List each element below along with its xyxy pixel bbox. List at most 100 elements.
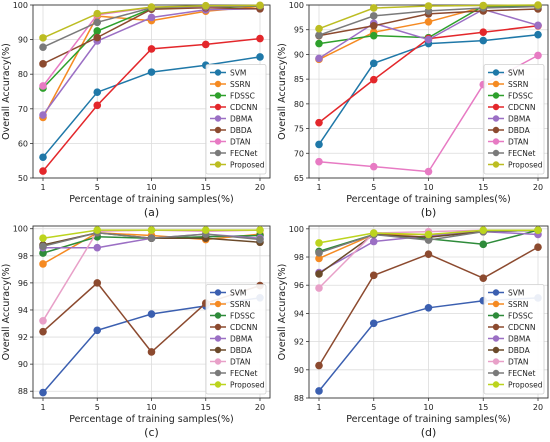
legend-box — [205, 64, 267, 175]
legend-label: CDCNN — [230, 103, 257, 112]
legend-item: DBDA — [210, 346, 253, 355]
legend-swatch-marker — [492, 92, 500, 99]
y-tick-label: 88 — [18, 387, 28, 396]
legend-label: DBMA — [508, 115, 531, 124]
data-point — [315, 140, 323, 149]
x-tick-label: 15 — [478, 183, 488, 192]
data-point — [315, 24, 323, 33]
y-tick-label: 94 — [294, 309, 304, 318]
data-point — [369, 162, 378, 171]
legend-item: SVM — [488, 289, 524, 298]
legend-item: Proposed — [488, 381, 543, 390]
data-point — [315, 31, 323, 39]
legend-label: FECNet — [508, 149, 536, 158]
data-point — [315, 254, 323, 263]
legend-swatch-marker — [492, 381, 500, 388]
legend-item: DTAN — [488, 138, 529, 147]
y-axis-label: Overall Accuracy(%) — [277, 264, 288, 361]
data-point — [534, 30, 542, 39]
data-point — [369, 59, 378, 68]
y-axis-label: Overall Accuracy(%) — [1, 43, 12, 140]
legend-item: SVM — [210, 69, 246, 78]
data-point — [39, 34, 47, 42]
legend-swatch-marker — [214, 289, 222, 296]
data-point — [369, 4, 378, 12]
legend-box — [483, 64, 545, 175]
series-proposed — [315, 226, 542, 247]
data-point — [424, 2, 433, 10]
y-tick-label: 95 — [294, 26, 304, 35]
data-point — [201, 40, 210, 49]
legend-item: DBMA — [210, 335, 253, 344]
y-tick-label: 80 — [294, 100, 304, 109]
legend-item: SSRN — [488, 80, 528, 89]
legend-swatch-marker — [214, 103, 222, 111]
y-tick-label: 92 — [294, 338, 304, 347]
legend-item: DBMA — [210, 115, 253, 124]
data-point — [534, 243, 542, 251]
data-point — [147, 234, 156, 242]
legend-swatch-marker — [492, 369, 500, 377]
legend-label: FECNet — [230, 369, 258, 378]
legend-item: SSRN — [488, 300, 528, 309]
data-point — [147, 13, 156, 22]
panel-label: (c) — [144, 426, 159, 439]
legend-swatch-marker — [492, 80, 500, 88]
data-point — [315, 387, 323, 395]
y-tick-label: 98 — [294, 253, 304, 262]
legend-label: SVM — [508, 289, 524, 298]
data-point — [39, 167, 47, 175]
legend-label: DTAN — [230, 358, 251, 367]
legend-label: Proposed — [508, 381, 543, 390]
y-tick-label: 100 — [289, 225, 304, 234]
legend-label: FDSSC — [230, 92, 255, 101]
data-point — [256, 53, 264, 61]
legend-label: DBMA — [230, 115, 253, 124]
y-tick-label: 98 — [18, 252, 28, 261]
data-point — [93, 326, 102, 335]
legend-item: DTAN — [210, 358, 251, 367]
data-point — [479, 1, 488, 10]
legend-swatch-marker — [214, 346, 222, 354]
panel-label: (d) — [421, 426, 437, 439]
y-tick-label: 90 — [294, 366, 304, 375]
legend-label: SVM — [508, 69, 524, 78]
legend-label: SVM — [230, 69, 246, 78]
data-point — [369, 12, 378, 20]
data-point — [39, 388, 47, 397]
data-point — [534, 21, 542, 30]
data-point — [39, 317, 47, 325]
legend-swatch-marker — [214, 369, 222, 377]
legend-swatch-marker — [492, 335, 500, 342]
data-point — [39, 153, 47, 162]
series-cdcnn — [315, 243, 542, 370]
x-tick-label: 1 — [40, 403, 45, 412]
y-tick-label: 50 — [18, 174, 28, 183]
y-tick-label: 100 — [13, 225, 28, 234]
y-tick-label: 100 — [289, 1, 304, 10]
data-point — [315, 248, 323, 257]
legend-label: DBDA — [508, 126, 531, 135]
data-point — [93, 88, 102, 96]
data-point — [534, 1, 542, 9]
legend-item: DBMA — [488, 335, 531, 344]
data-point — [315, 361, 323, 370]
legend-swatch-marker — [492, 115, 500, 122]
data-point — [424, 18, 433, 26]
y-tick-label: 88 — [294, 394, 304, 403]
legend-swatch-marker — [492, 300, 500, 308]
legend-label: SSRN — [230, 300, 250, 309]
series-proposed — [315, 1, 542, 33]
legend-label: DBDA — [230, 126, 253, 135]
legend-swatch-marker — [214, 138, 222, 145]
legend-swatch-marker — [214, 69, 222, 76]
legend-swatch-marker — [492, 312, 500, 319]
legend-item: FECNet — [210, 149, 258, 158]
legend-label: SVM — [230, 289, 246, 298]
y-tick-label: 60 — [18, 139, 28, 148]
legend-label: FECNet — [230, 149, 258, 158]
legend-label: DBDA — [508, 346, 531, 355]
x-tick-label: 1 — [40, 183, 45, 192]
legend: SVM SSRN FDSSC CDCNN DBMA DBDA DTAN FECNet Propo… — [483, 284, 545, 395]
